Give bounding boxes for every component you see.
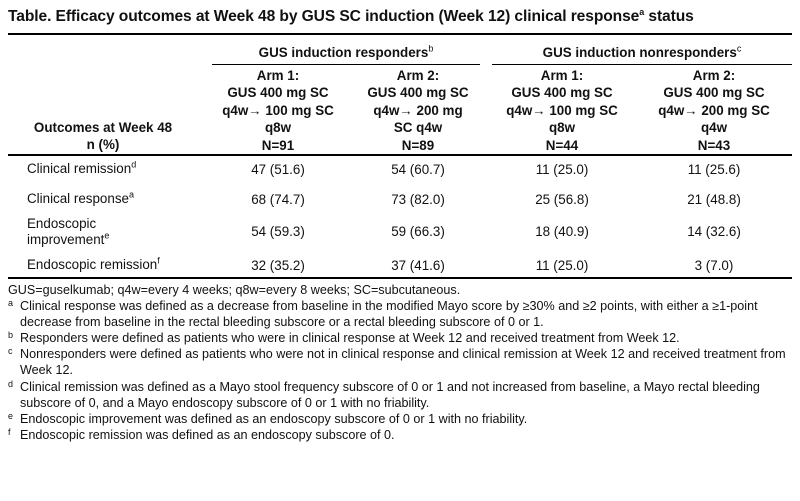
row-label-clinical-response: Clinical responsea xyxy=(27,189,134,206)
header-bottom-rule xyxy=(8,154,792,156)
table-cell: 54 (60.7) xyxy=(391,162,445,177)
row-label-endoscopic-improvement: Endoscopic improvemente xyxy=(27,216,110,247)
table-cell: 14 (32.6) xyxy=(687,224,741,239)
footnote-c: c Nonresponders were defined as patients … xyxy=(8,346,792,378)
footnote-mark: e xyxy=(8,410,14,421)
arm-header-4: Arm 2: GUS 400 mg SC q4w→ 200 mg SC q4w … xyxy=(658,68,770,153)
table-cell: 21 (48.8) xyxy=(687,192,741,207)
group-underline-nonresponders xyxy=(492,64,792,65)
table-cell: 11 (25.6) xyxy=(687,162,741,177)
footnote-abbreviations: GUS=guselkumab; q4w=every 4 weeks; q8w=e… xyxy=(8,283,461,297)
table-cell: 25 (56.8) xyxy=(535,192,589,207)
arm-header-3: Arm 1: GUS 400 mg SC q4w→ 100 mg SC q8w … xyxy=(506,68,618,153)
footnote-mark: f xyxy=(157,255,160,266)
footnote-f: f Endoscopic remission was defined as an … xyxy=(8,427,792,443)
table-cell: 3 (7.0) xyxy=(694,258,734,273)
footnote-mark: a xyxy=(128,189,134,200)
footnotes: GUS=guselkumab; q4w=every 4 weeks; q8w=e… xyxy=(8,282,792,443)
table-cell: 54 (59.3) xyxy=(251,224,305,239)
table-cell: 11 (25.0) xyxy=(535,162,589,177)
row-label-endoscopic-remission: Endoscopic remissionf xyxy=(27,255,160,272)
table-cell: 59 (66.3) xyxy=(391,224,445,239)
footnote-e: e Endoscopic improvement was defined as a… xyxy=(8,411,792,427)
footnote-mark: a xyxy=(8,298,14,309)
footnote-mark: c xyxy=(736,43,742,54)
group-underline-responders xyxy=(212,64,480,65)
arm-header-1: Arm 1: GUS 400 mg SC q4w→ 100 mg SC q8w … xyxy=(222,68,334,153)
table-cell: 32 (35.2) xyxy=(251,258,305,273)
footnote-mark: b xyxy=(8,330,14,341)
table-bottom-rule xyxy=(8,277,792,279)
title-footnote-mark: a xyxy=(639,6,645,17)
footnote-mark: b xyxy=(428,43,434,54)
footnote-mark: d xyxy=(8,378,14,389)
footnote-a: a Clinical response was defined as a decr… xyxy=(8,298,792,330)
footnote-mark: e xyxy=(104,230,110,241)
table-cell: 37 (41.6) xyxy=(391,258,445,273)
footnote-mark: f xyxy=(8,426,11,437)
table-title: Table. Efficacy outcomes at Week 48 by G… xyxy=(8,6,694,25)
table-cell: 11 (25.0) xyxy=(535,258,589,273)
group-header-responders: GUS induction respondersb xyxy=(258,43,434,60)
group-header-nonresponders: GUS induction nonrespondersc xyxy=(542,43,742,60)
table-cell: 18 (40.9) xyxy=(535,224,589,239)
table-cell: 47 (51.6) xyxy=(251,162,305,177)
top-rule xyxy=(8,33,792,35)
footnote-mark: d xyxy=(131,159,137,170)
row-header-outcomes: Outcomes at Week 48 n (%) xyxy=(33,120,173,153)
table-cell: 73 (82.0) xyxy=(391,192,445,207)
footnote-mark: c xyxy=(8,346,13,357)
row-label-clinical-remission: Clinical remissiond xyxy=(27,159,137,176)
footnote-d: d Clinical remission was defined as a May… xyxy=(8,379,792,411)
table-cell: 68 (74.7) xyxy=(251,192,305,207)
footnote-b: b Responders were defined as patients who… xyxy=(8,330,792,346)
arm-header-2: Arm 2: GUS 400 mg SC q4w→ 200 mg SC q4w … xyxy=(367,68,469,153)
